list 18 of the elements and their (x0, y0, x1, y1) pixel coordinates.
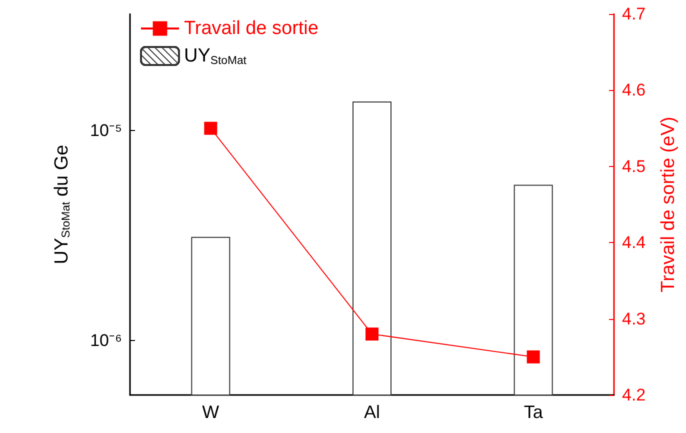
y2-tick-label: 4.2 (622, 386, 646, 404)
x-tick-label: Al (364, 402, 380, 422)
y2-tick-label: 4.4 (622, 233, 646, 252)
y-tick-label: 10⁻⁶ (90, 331, 122, 350)
y2-axis-title: Travail de sortie (eV) (658, 116, 679, 292)
legend-label: UYStoMat (184, 46, 248, 67)
legend-label: Travail de sortie (184, 18, 318, 39)
y2-tick-label: 4.7 (622, 4, 646, 24)
y2-tick-label: 4.5 (622, 156, 646, 176)
y-axis-title: UYStoMat du Ge (51, 144, 72, 264)
y2-tick-label: 4.6 (622, 80, 646, 100)
point (526, 350, 540, 364)
y-tick-label: 10⁻⁵ (90, 121, 122, 140)
point (366, 328, 378, 341)
x-tick-label: W (202, 402, 220, 422)
point (204, 122, 218, 135)
x-tick-label: Ta (524, 402, 544, 422)
y2-tick-label: 4.3 (622, 309, 646, 328)
